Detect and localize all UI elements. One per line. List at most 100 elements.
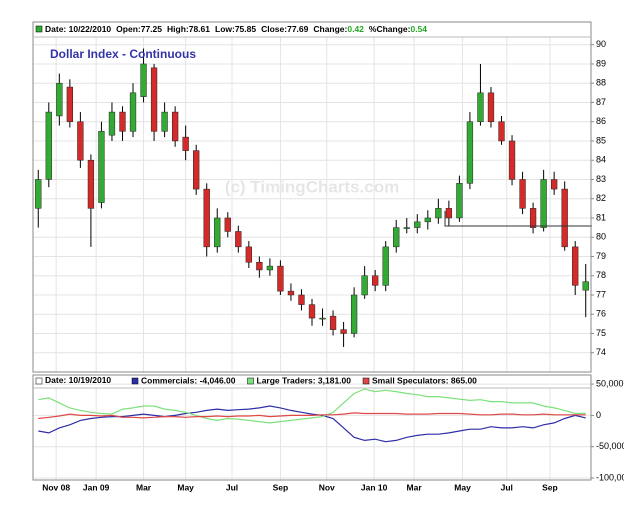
candle-body — [382, 246, 389, 286]
header-field: High:78.61 — [167, 24, 210, 34]
candle-body — [340, 329, 347, 334]
y-tick-label: 83 — [596, 174, 606, 184]
candle-body — [98, 131, 105, 203]
x-tick-label: May — [177, 482, 194, 492]
header-field: Close:77.69 — [261, 24, 309, 34]
y-tick-label: 80 — [596, 232, 606, 242]
candle-body — [445, 208, 453, 219]
candle-body — [245, 246, 252, 263]
candle-body — [171, 111, 179, 142]
y-tick-label: 86 — [596, 116, 606, 126]
candle-body — [456, 183, 463, 219]
y-tick-label: -50,000 — [596, 441, 624, 451]
y-tick-label: 90 — [596, 39, 606, 49]
x-tick-label: Nov 08 — [42, 482, 70, 492]
candle-body — [45, 111, 52, 180]
y-tick-label: 82 — [596, 193, 606, 203]
watermark: (c) TimingCharts.com — [225, 177, 399, 196]
candle-body — [182, 136, 189, 151]
header-field: Date: 10/22/2010 — [45, 24, 111, 34]
series-line — [38, 388, 586, 424]
y-tick-label: 89 — [596, 58, 606, 68]
x-tick-label: Sep — [542, 482, 558, 492]
legend-swatch — [247, 377, 254, 385]
legend-label: Large Traders: 3,181.00 — [257, 375, 352, 385]
candle-body — [540, 179, 547, 228]
candle-body — [466, 121, 474, 184]
y-tick-label: 79 — [596, 251, 606, 261]
x-tick-label: Jan 09 — [83, 482, 110, 492]
header-icon — [35, 377, 43, 385]
candle-body — [551, 179, 558, 190]
y-tick-label: 77 — [596, 289, 606, 299]
trendline — [444, 211, 592, 227]
y-tick-label: 87 — [596, 97, 606, 107]
y-tick-label: 81 — [596, 212, 606, 222]
candle-body — [498, 121, 505, 142]
candle-body — [235, 231, 242, 248]
candle-body — [519, 179, 526, 209]
x-tick-label: Sep — [273, 482, 289, 492]
candle-body — [193, 150, 200, 190]
candle-body — [561, 188, 568, 248]
x-tick-label: Jan 10 — [361, 482, 388, 492]
candle-body — [56, 82, 63, 117]
y-tick-label: 50,000 — [596, 378, 624, 388]
lower-frame — [32, 374, 592, 481]
candle-body — [203, 188, 210, 248]
candle-body — [582, 281, 589, 291]
candle-body — [287, 290, 295, 296]
candle-body — [508, 140, 516, 180]
grid — [33, 37, 591, 480]
x-tick-label: Mar — [136, 482, 152, 492]
header-field: Open:77.25 — [116, 24, 162, 34]
chart-title: Dollar Index - Continuous — [50, 47, 196, 61]
candle-body — [66, 86, 73, 122]
y-tick-label: 84 — [596, 155, 606, 165]
candle-body — [403, 227, 410, 229]
candle-body — [529, 208, 537, 228]
y-tick-label: -100,000 — [596, 472, 624, 482]
candle-body — [214, 217, 221, 248]
candle-body — [361, 275, 368, 296]
candle-body — [108, 111, 116, 136]
candle-body — [414, 221, 421, 228]
legend-swatch — [362, 377, 370, 385]
x-tick-label: Nov — [319, 482, 335, 492]
marks — [35, 48, 589, 443]
candle-body — [350, 294, 358, 334]
candle-body — [224, 217, 231, 232]
x-tick-label: May — [454, 482, 471, 492]
legend-label: Commercials: -4,046.00 — [141, 375, 236, 385]
y-tick-label: 0 — [596, 410, 601, 420]
series-line — [38, 405, 586, 443]
candle-body — [487, 92, 495, 122]
y-tick-label: 78 — [596, 270, 606, 280]
x-tick-label: Jul — [226, 482, 238, 492]
legend-swatch — [131, 377, 139, 385]
header-field: Date: 10/19/2010 — [45, 375, 111, 385]
candle-body — [277, 265, 284, 292]
upper-header: Date: 10/22/2010 Open:77.25 High:78.61 Low:… — [45, 24, 427, 34]
candle-body — [77, 121, 84, 161]
y-tick-label: 74 — [596, 347, 606, 357]
candle-body — [35, 179, 42, 209]
candle-body — [393, 227, 400, 248]
candle-body — [87, 159, 95, 209]
candle-body — [161, 111, 168, 132]
candle-body — [256, 262, 263, 271]
y-tick-label: 75 — [596, 328, 606, 338]
y-tick-label: 88 — [596, 78, 606, 88]
candle-body — [477, 92, 484, 122]
x-tick-label: Jul — [501, 482, 513, 492]
candle-body — [319, 317, 326, 320]
candle-body — [572, 246, 579, 286]
header-field: Low:75.85 — [215, 24, 256, 34]
series-line — [38, 412, 586, 420]
candle-body — [372, 275, 379, 286]
header-field: 0.54 — [410, 24, 427, 34]
y-tick-label: 85 — [596, 135, 606, 145]
x-tick-label: Mar — [407, 482, 423, 492]
